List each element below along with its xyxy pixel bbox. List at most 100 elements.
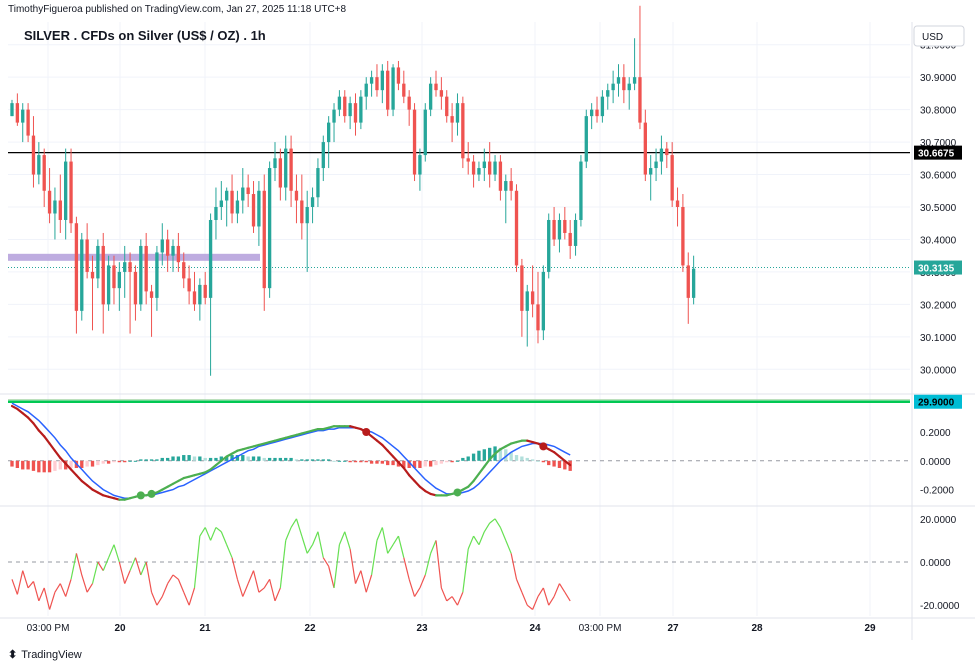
oscillator-segment — [258, 587, 265, 593]
macd-histogram-bar — [337, 460, 342, 462]
oscillator-segment — [220, 531, 228, 545]
macd-histogram-bar — [225, 456, 229, 461]
candle-body — [230, 190, 234, 214]
macd-signal-line — [11, 402, 571, 499]
candle-body — [278, 158, 283, 188]
macd-histogram-bar — [402, 460, 406, 468]
price-tick-label: 30.5000 — [920, 203, 957, 214]
oscillator-segment — [322, 557, 330, 567]
candle-body — [364, 83, 368, 97]
macd-histogram-bar — [47, 460, 52, 473]
candle-body — [144, 245, 148, 292]
macd-histogram-bar — [90, 460, 95, 467]
currency-button[interactable]: USD — [913, 25, 965, 47]
bullish-cross-dot — [453, 488, 462, 497]
macd-histogram-bar — [219, 456, 223, 461]
publisher-line: TimothyFigueroa published on TradingView… — [8, 4, 347, 15]
oscillator-segment — [408, 579, 416, 597]
candle-body — [305, 207, 309, 224]
oscillator-segment — [365, 574, 373, 593]
oscillator-segment — [279, 540, 287, 588]
oscillator-segment — [414, 587, 421, 597]
macd-histogram-bar — [305, 459, 309, 461]
macd-histogram-bar — [477, 450, 481, 461]
oscillator-segment — [113, 544, 120, 563]
candle-body — [498, 161, 503, 191]
macd-line-segment — [59, 456, 67, 465]
candle-body — [557, 219, 562, 240]
candle-body — [493, 161, 497, 175]
macd-histogram-bar — [482, 449, 486, 461]
candle-body — [632, 77, 637, 84]
price-tick-label: 30.9000 — [920, 73, 957, 84]
candle-body — [418, 155, 422, 175]
macd-histogram-bar — [504, 449, 508, 461]
macd-histogram-bar — [530, 459, 535, 461]
oscillator-segment — [510, 553, 518, 580]
candle-body — [112, 265, 116, 289]
oscillator-segment — [397, 535, 405, 558]
oscillator-segment — [150, 592, 158, 606]
time-tick-label: 03:00 PM — [579, 623, 622, 634]
macd-line-segment — [381, 443, 389, 452]
macd-histogram-bar — [343, 460, 347, 462]
oscillator-segment — [376, 527, 383, 541]
macd-histogram-bar — [327, 459, 331, 461]
candle-body — [128, 262, 132, 272]
candle-body — [343, 96, 347, 117]
macd-line-segment — [408, 474, 416, 483]
macd-histogram-bar — [58, 460, 62, 470]
candle-body — [171, 245, 175, 256]
macd-histogram-bar — [257, 456, 261, 461]
macd-histogram-bar — [423, 460, 427, 467]
oscillator-segment — [210, 527, 217, 541]
oscillator-segment — [183, 592, 190, 606]
macd-histogram-bar — [466, 456, 470, 461]
macd-histogram-bar — [160, 457, 164, 461]
time-tick-label: 29 — [864, 623, 876, 634]
oscillator-segment — [263, 578, 271, 589]
macd-histogram-bar — [525, 457, 529, 461]
oscillator-segment — [167, 574, 174, 584]
macd-histogram-bar — [96, 460, 100, 466]
macd-histogram-bar — [235, 455, 240, 461]
price-level-tag — [914, 394, 962, 409]
macd-line-segment — [472, 472, 481, 483]
macd-histogram-bar — [552, 460, 556, 467]
macd-line-segment — [69, 468, 78, 477]
bullish-cross-dot — [147, 489, 156, 498]
macd-histogram-bar — [128, 460, 132, 462]
oscillator-segment — [349, 548, 357, 584]
oscillator-segment — [505, 540, 512, 554]
oscillator-segment — [193, 536, 201, 588]
time-tick-label: 20 — [114, 623, 126, 634]
macd-line-segment — [493, 448, 502, 455]
macd-histogram-bar — [375, 460, 379, 464]
time-tick-label: 21 — [199, 623, 211, 634]
oscillator-segment — [274, 587, 281, 602]
candle-body — [611, 83, 615, 91]
price-tick-label: 30.6000 — [920, 171, 957, 182]
oscillator-segment — [333, 544, 340, 588]
macd-histogram-bar — [498, 447, 503, 461]
candle-body — [246, 187, 250, 195]
candle-body — [482, 161, 486, 169]
candle-body — [123, 262, 127, 272]
candle-body — [616, 77, 621, 84]
macd-histogram-bar — [284, 457, 288, 461]
candle-body — [670, 155, 674, 201]
oscillator-segment — [134, 557, 142, 576]
macd-histogram-bar — [380, 460, 384, 464]
macd-histogram-bar — [273, 457, 277, 461]
candle-body — [160, 239, 164, 253]
macd-histogram-bar — [187, 455, 191, 461]
oscillator-segment — [354, 570, 362, 584]
osc-tick-label: 0.0000 — [920, 558, 951, 569]
oscillator-segment — [59, 583, 67, 597]
oscillator-segment — [467, 535, 475, 550]
macd-histogram-bar — [348, 460, 352, 463]
macd-line-segment — [86, 484, 94, 491]
macd-histogram-bar — [386, 460, 390, 466]
oscillator-segment — [156, 596, 163, 606]
